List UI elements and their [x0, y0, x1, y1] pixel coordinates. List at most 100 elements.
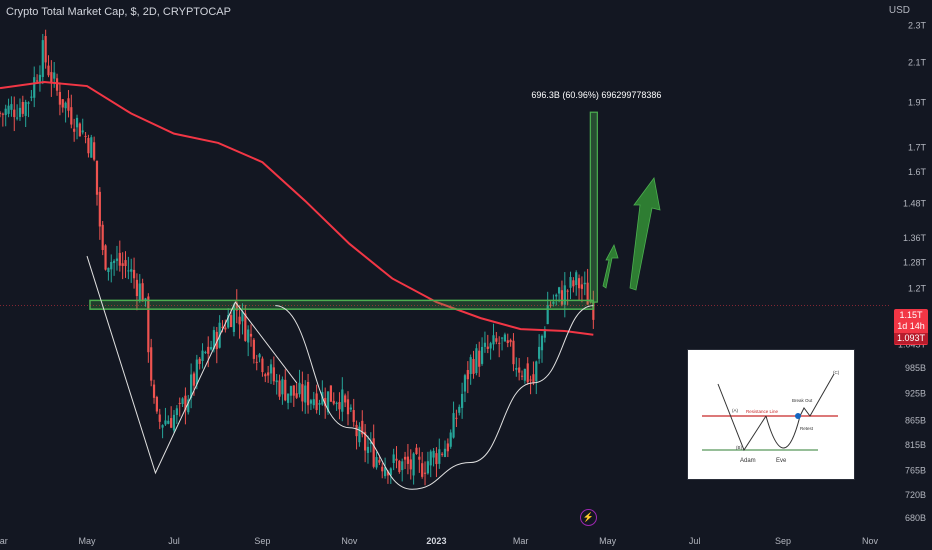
y-tick-label: 2.1T	[908, 57, 927, 67]
candle-body	[212, 330, 216, 349]
candle	[383, 457, 387, 479]
candle	[175, 405, 178, 424]
candle-body	[24, 101, 27, 116]
candle-body	[232, 304, 236, 332]
candle	[426, 451, 429, 475]
candle-body	[98, 191, 101, 227]
candle-body	[535, 361, 538, 382]
candle-body	[55, 78, 59, 91]
candle-body	[113, 260, 116, 263]
candle-body	[195, 359, 198, 385]
candle-body	[412, 453, 415, 476]
candle	[312, 391, 315, 409]
candle-body	[586, 282, 589, 305]
candle-body	[115, 258, 119, 261]
candle-body	[509, 339, 512, 343]
candle	[224, 319, 227, 333]
candle-body	[284, 379, 287, 401]
y-tick-label: 1.9T	[908, 98, 927, 108]
candle-body	[518, 367, 521, 373]
candle-body	[432, 450, 435, 458]
moving-average-layer	[0, 80, 594, 336]
candle	[421, 452, 424, 479]
candle	[21, 95, 24, 118]
measure-bar[interactable]	[589, 111, 598, 303]
x-tick-label: Nov	[862, 536, 879, 546]
candle	[244, 304, 247, 342]
candle-body	[287, 393, 290, 403]
candle-body	[192, 373, 196, 386]
candle-body	[483, 342, 487, 347]
candle	[152, 379, 156, 404]
candle	[358, 422, 361, 447]
bar-countdown: 1d 14h	[897, 321, 925, 331]
candle	[515, 357, 518, 377]
candle-body	[241, 311, 244, 322]
candle	[184, 387, 187, 425]
candle	[141, 278, 144, 302]
candle-body	[555, 294, 558, 297]
candle	[338, 392, 341, 420]
candle	[0, 111, 2, 118]
candle	[526, 357, 529, 385]
adam-v-line[interactable]	[86, 255, 298, 475]
candle	[192, 371, 196, 396]
candle-body	[272, 367, 275, 382]
current-price: 1.15T	[899, 310, 923, 320]
candle	[429, 449, 432, 478]
candle-body	[249, 333, 253, 337]
pattern-reference-image: Resistance Line Break Out Retest Adam Ev…	[687, 349, 855, 480]
y-tick-label: 985B	[905, 363, 926, 373]
candle-body	[138, 283, 141, 301]
price-axis[interactable]: 2.3T 2.1T 1.9T 1.7T 1.6T 1.48T 1.36T 1.28T 1.2T 1…	[898, 21, 927, 523]
candle-body	[446, 443, 449, 452]
candle	[475, 344, 478, 376]
candle-body	[492, 335, 495, 345]
candle-body	[329, 385, 332, 402]
candle	[178, 397, 181, 417]
candle-body	[583, 282, 586, 285]
candle	[498, 336, 501, 358]
candle	[90, 134, 93, 158]
candle	[164, 407, 167, 426]
arrow-up-icon[interactable]	[629, 177, 661, 291]
candle-body	[352, 410, 355, 422]
candle	[124, 251, 127, 278]
candle	[209, 340, 213, 351]
candle	[110, 254, 113, 283]
candle-body	[175, 408, 178, 415]
candle	[458, 404, 461, 416]
candle-body	[341, 389, 344, 412]
candle	[70, 94, 73, 129]
candle-body	[438, 449, 441, 464]
candle	[284, 369, 287, 402]
price-label-below: 1.093T	[894, 333, 928, 344]
candle-body	[4, 108, 7, 116]
candle	[181, 397, 184, 408]
candle	[132, 257, 136, 289]
lightning-icon[interactable]: ⚡	[580, 509, 597, 526]
candle-body	[247, 329, 250, 343]
candle-body	[458, 406, 461, 413]
candle-body	[81, 130, 84, 133]
symbol-title: Crypto Total Market Cap, $, 2D, CRYPTOCA…	[6, 6, 231, 18]
y-tick-label: 815B	[905, 440, 926, 450]
time-axis[interactable]: Mar May Jul Sep Nov 2023 Mar May Jul Sep Nov	[0, 536, 879, 546]
candle	[520, 370, 524, 380]
candle	[289, 385, 293, 403]
candle-body	[563, 285, 566, 305]
candle-body	[395, 458, 398, 461]
candle-body	[61, 99, 64, 108]
candle-body	[298, 382, 301, 395]
candle-body	[515, 368, 518, 370]
resistance-zone[interactable]	[89, 299, 595, 310]
candle	[469, 354, 472, 385]
candle-body	[401, 461, 404, 471]
eve-cup-curve[interactable]	[275, 305, 594, 490]
y-tick-label: 1.28T	[903, 257, 927, 267]
x-tick-label: Jul	[689, 536, 701, 546]
candle	[415, 444, 418, 455]
arrow-up-icon[interactable]	[602, 243, 619, 289]
candle	[170, 406, 173, 429]
